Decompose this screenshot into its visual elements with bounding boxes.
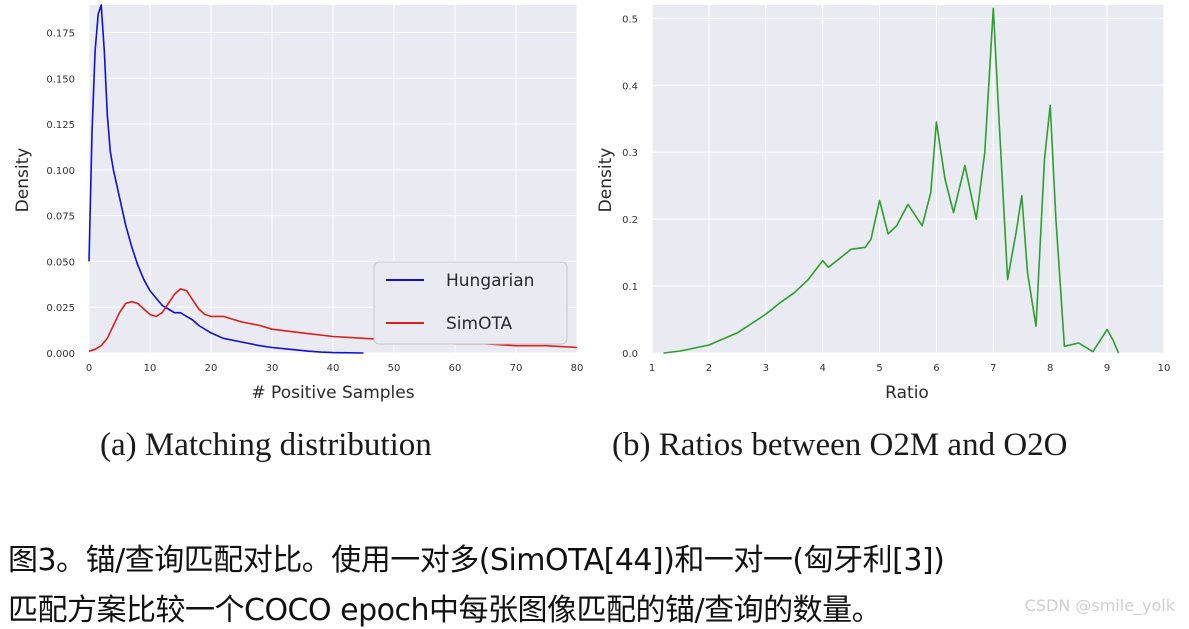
- x-tick-label: 10: [1158, 363, 1171, 374]
- y-tick-label: 0.2: [622, 215, 638, 226]
- y-tick-label: 0.5: [622, 14, 638, 25]
- x-tick-label: 1: [649, 363, 655, 374]
- x-tick-label: 0: [86, 363, 92, 374]
- x-tick-label: 60: [449, 363, 462, 374]
- plot-b-xlabel: Ratio: [885, 383, 929, 403]
- plot-a-ticks: 0 10 20 30 40 50 60 70 80 0.000 0.025 0.050 0.075 0.1…: [46, 28, 583, 374]
- x-tick-label: 20: [205, 363, 218, 374]
- y-tick-label: 0.175: [46, 28, 75, 39]
- x-tick-label: 4: [819, 363, 825, 374]
- x-tick-label: 7: [990, 363, 996, 374]
- legend-label-simota: SimOTA: [446, 314, 513, 334]
- panel-a: 0 10 20 30 40 50 60 70 80 0.000 0.025 0.050 0.075 0.1…: [13, 4, 583, 403]
- x-tick-label: 70: [510, 363, 523, 374]
- x-tick-label: 40: [327, 363, 340, 374]
- x-tick-label: 30: [266, 363, 279, 374]
- panel-b: 1 2 3 4 5 6 7 8 9 10 0.0 0.1 0.2 0.3 0.4 0.5 Ratio Dens…: [596, 5, 1170, 403]
- plot-b-background: [652, 5, 1164, 353]
- plot-a-xlabel: # Positive Samples: [251, 383, 414, 403]
- y-tick-label: 0.150: [46, 74, 75, 85]
- x-tick-label: 9: [1104, 363, 1110, 374]
- x-tick-label: 80: [571, 363, 584, 374]
- y-tick-label: 0.100: [46, 166, 75, 177]
- y-tick-label: 0.4: [622, 81, 638, 92]
- plot-a-ylabel: Density: [13, 148, 33, 213]
- x-tick-label: 50: [388, 363, 401, 374]
- x-tick-label: 10: [144, 363, 157, 374]
- y-tick-label: 0.050: [46, 257, 75, 268]
- plot-b-ticks: 1 2 3 4 5 6 7 8 9 10 0.0 0.1 0.2 0.3 0.4 0.5: [622, 14, 1170, 374]
- legend: Hungarian SimOTA: [373, 261, 568, 345]
- caption-a: (a) Matching distribution: [100, 427, 432, 463]
- y-tick-label: 0.0: [622, 349, 638, 360]
- plot-b-ylabel: Density: [596, 148, 616, 213]
- plot-b-series: [663, 7, 1120, 354]
- x-tick-label: 3: [763, 363, 769, 374]
- figure-panels: 0 10 20 30 40 50 60 70 800.0000.0250.0500.0750.1…: [13, 4, 1170, 403]
- plot-b-grid: [651, 5, 1165, 354]
- watermark: CSDN @smile_yolk: [1024, 596, 1175, 615]
- x-tick-label: 6: [933, 363, 939, 374]
- y-tick-label: 0.125: [46, 120, 75, 131]
- x-tick-label: 5: [876, 363, 882, 374]
- series-line-ratio-density: [663, 7, 1120, 354]
- y-tick-label: 0.1: [622, 282, 638, 293]
- caption-zh-line2: 匹配方案比较一个COCO epoch中每张图像匹配的锚/查询的数量。: [8, 593, 882, 628]
- x-tick-label: 8: [1047, 363, 1053, 374]
- caption-zh-line1: 图3。锚/查询匹配对比。使用一对多(SimOTA[44])和一对一(匈牙利[3]…: [8, 543, 945, 578]
- legend-label-hungarian: Hungarian: [446, 271, 534, 291]
- y-tick-label: 0.025: [46, 303, 75, 314]
- caption-b: (b) Ratios between O2M and O2O: [612, 427, 1068, 463]
- x-tick-label: 2: [706, 363, 712, 374]
- y-tick-label: 0.075: [46, 212, 75, 223]
- y-tick-label: 0.3: [622, 148, 638, 159]
- y-tick-label: 0.000: [46, 349, 75, 360]
- series-line-hungarian: [88, 4, 364, 354]
